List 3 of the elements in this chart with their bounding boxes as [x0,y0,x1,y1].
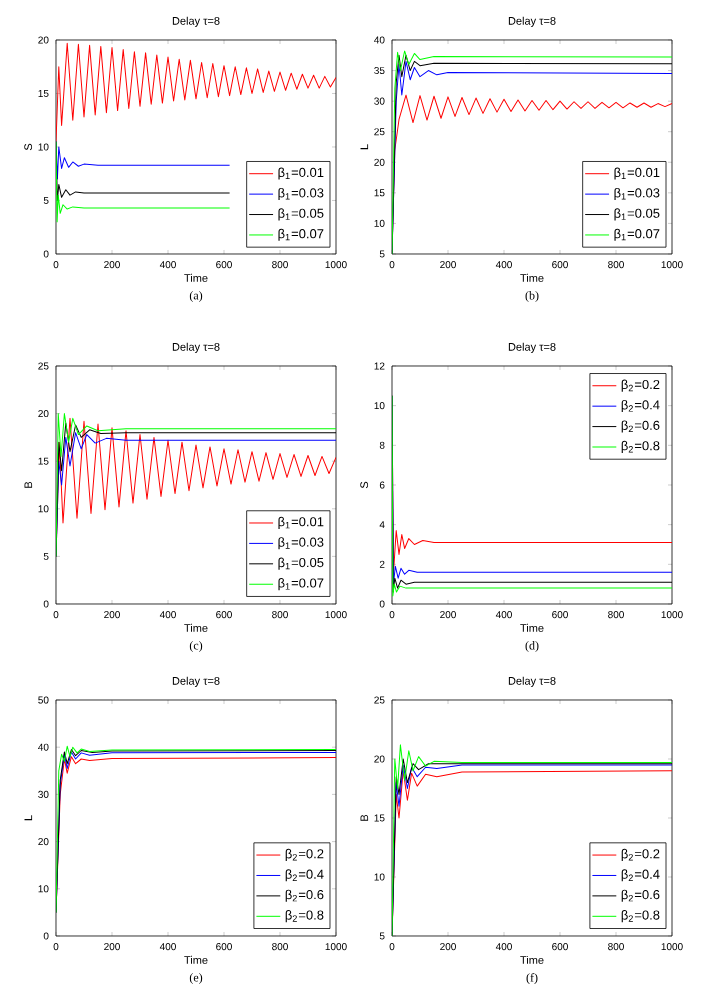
line-series [56,42,337,143]
line-series [56,141,231,180]
line-series [56,141,231,223]
